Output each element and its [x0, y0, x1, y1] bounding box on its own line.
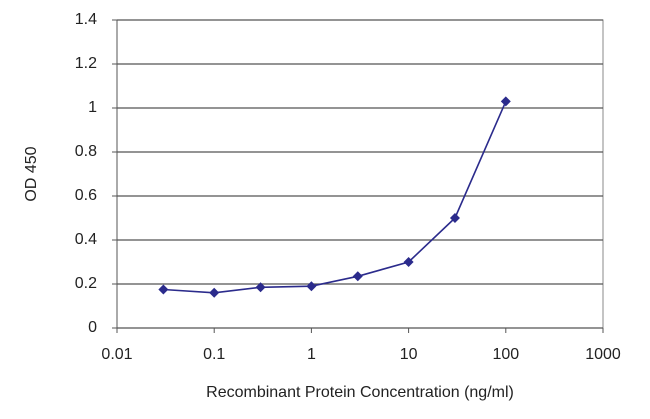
y-tick-label: 0.2 [75, 275, 97, 292]
x-tick-label: 0.01 [101, 346, 132, 363]
x-tick-label: 0.1 [203, 346, 225, 363]
y-tick-label: 0.8 [75, 143, 97, 160]
y-tick-label: 1.4 [75, 11, 97, 28]
x-axis-title: Recombinant Protein Concentration (ng/ml… [206, 384, 514, 401]
x-tick-label: 1 [307, 346, 316, 363]
x-tick-label: 10 [400, 346, 418, 363]
y-axis-title: OD 450 [23, 146, 40, 201]
x-tick-label: 1000 [585, 346, 621, 363]
y-tick-label: 1.2 [75, 55, 97, 72]
data-point [352, 271, 363, 282]
series-line [163, 101, 507, 294]
data-point [500, 96, 511, 107]
plot-area [116, 19, 604, 329]
data-point [255, 282, 266, 293]
data-point [449, 213, 460, 223]
data-point [403, 257, 414, 267]
x-tick-label: 100 [492, 346, 519, 363]
data-point [209, 287, 220, 298]
data-point [306, 281, 317, 292]
y-tick-label: 1 [88, 99, 97, 116]
y-tick-label: 0 [88, 319, 97, 336]
y-tick-label: 0.4 [75, 231, 97, 248]
y-tick-label: 0.6 [75, 187, 97, 204]
data-point [158, 284, 169, 295]
